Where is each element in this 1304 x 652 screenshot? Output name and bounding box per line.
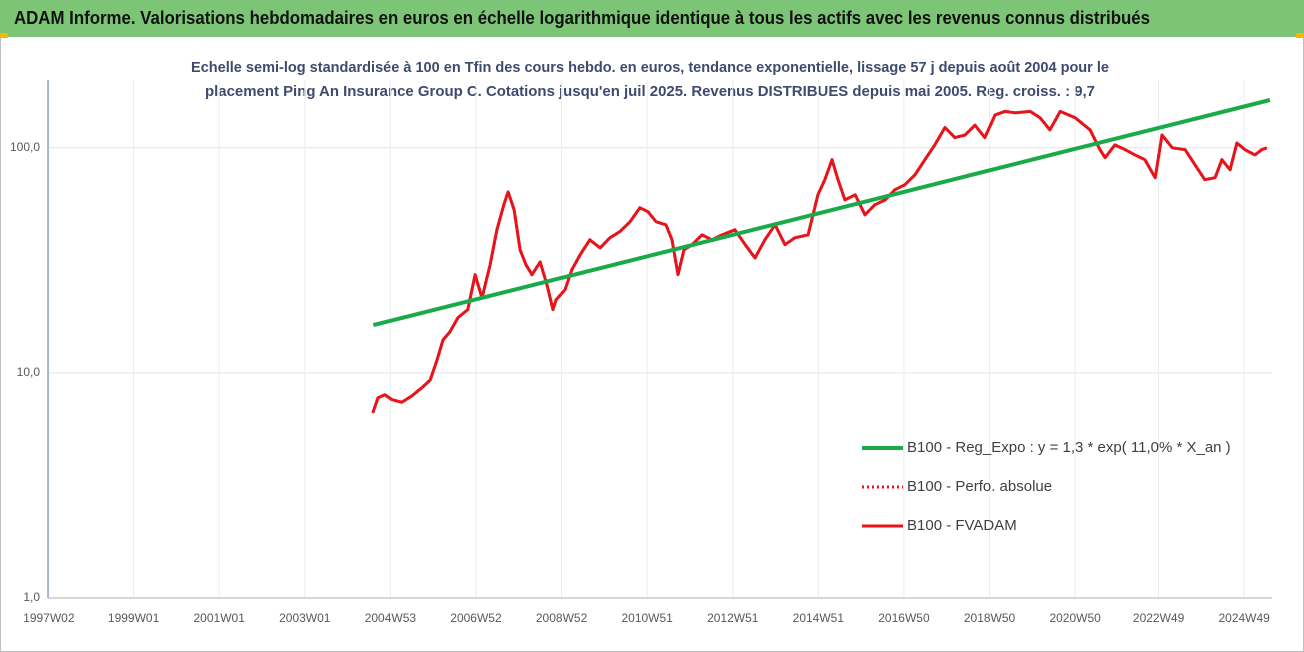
x-tick-label: 2022W49	[1133, 611, 1185, 625]
series-line	[371, 109, 1268, 414]
y-tick-label: 1,0	[23, 590, 40, 604]
x-tick-label: 2010W51	[621, 611, 673, 625]
subtitle: Echelle semi-log standardisée à 100 en T…	[191, 59, 1109, 76]
series-line	[372, 98, 1271, 328]
corner-mark	[1296, 33, 1304, 38]
legend-label: B100 - FVADAM	[907, 517, 1017, 534]
x-tick-label: 2020W50	[1049, 611, 1101, 625]
legend-label: B100 - Perfo. absolue	[907, 478, 1052, 495]
x-tick-label: 2001W01	[194, 611, 246, 625]
x-tick-label: 2014W51	[793, 611, 845, 625]
x-tick-label: 2003W01	[279, 611, 331, 625]
header-bar	[0, 0, 1304, 37]
chart-title: ADAM Informe. Valorisations hebdomadaire…	[14, 8, 1150, 28]
x-tick-label: 2012W51	[707, 611, 759, 625]
x-tick-label: 2004W53	[365, 611, 417, 625]
legend-label: B100 - Reg_Expo : y = 1,3 * exp( 11,0% *…	[907, 439, 1231, 456]
corner-mark	[0, 33, 8, 38]
x-tick-label: 2006W52	[450, 611, 502, 625]
x-tick-label: 2008W52	[536, 611, 588, 625]
x-tick-label: 2016W50	[878, 611, 930, 625]
y-tick-label: 100,0	[10, 140, 40, 154]
x-tick-label: 1999W01	[108, 611, 160, 625]
x-tick-label: 1997W02	[23, 611, 75, 625]
x-tick-label: 2018W50	[964, 611, 1016, 625]
y-tick-label: 10,0	[17, 365, 41, 379]
subtitle: placement Ping An Insurance Group C. Cot…	[205, 83, 1095, 100]
x-tick-label: 2024W49	[1218, 611, 1270, 625]
